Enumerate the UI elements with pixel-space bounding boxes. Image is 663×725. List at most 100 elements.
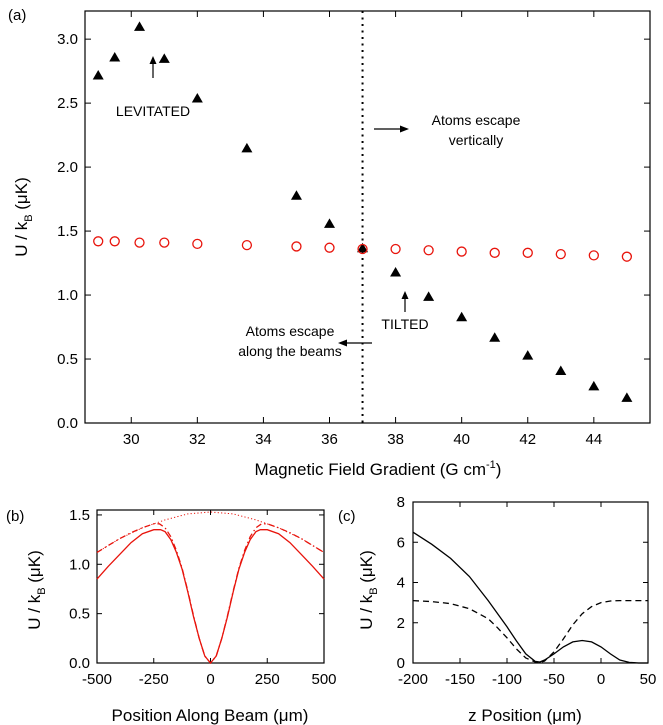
x-tick-label: 42 — [519, 431, 536, 448]
data-point-circle — [109, 236, 120, 247]
data-point-circle — [522, 247, 533, 258]
data-point-triangle — [158, 53, 170, 63]
x-tick-label: 0 — [597, 671, 605, 688]
data-point-triangle — [290, 190, 302, 200]
series-line-dashed — [412, 599, 648, 664]
series-line-solid — [96, 529, 325, 665]
x-tick-label: 40 — [453, 431, 470, 448]
data-point-triangle — [456, 311, 468, 322]
y-tick-label: 2.5 — [57, 95, 78, 112]
x-tick-label: 250 — [255, 671, 280, 688]
panel-c-xlabel: z Position (μm) — [468, 706, 582, 725]
data-point-circle — [555, 248, 566, 260]
annotation-escape-beams-2: along the beams — [238, 343, 342, 359]
y-tick-label: 2.0 — [57, 159, 78, 176]
data-point-triangle — [134, 21, 146, 31]
data-point-circle — [390, 243, 401, 255]
panel-label-a: (a) — [8, 7, 26, 24]
panel-label-c: (c) — [338, 508, 356, 525]
data-point-triangle — [522, 350, 534, 360]
y-tick-label: 1.0 — [69, 556, 90, 573]
panel-c-ylabel: U / kB (μK) — [357, 550, 380, 629]
data-point-circle — [241, 239, 253, 251]
x-tick-label: 30 — [123, 431, 140, 448]
arrow-right-escape — [374, 125, 409, 133]
x-tick-label: -100 — [492, 671, 522, 688]
x-tick-label: -200 — [398, 671, 428, 688]
series-line-dash-dot — [96, 523, 325, 665]
data-point-circle — [489, 247, 500, 258]
x-tick-label: -500 — [82, 671, 112, 688]
annotation-levitated: LEVITATED — [116, 103, 190, 119]
data-point-triangle — [489, 332, 501, 342]
data-point-circle — [291, 241, 302, 252]
panel-c-frame — [412, 501, 649, 664]
x-tick-label: -50 — [543, 671, 565, 688]
x-tick-label: -150 — [445, 671, 475, 688]
x-tick-label: 44 — [585, 431, 602, 448]
y-tick-label: 1.5 — [57, 223, 78, 240]
y-tick-label: 6 — [397, 534, 405, 551]
data-point-triangle — [92, 69, 104, 80]
panel-c-ticks: -200 -150 -100 -50 0 50 0 2 4 6 8 — [397, 494, 657, 688]
data-point-triangle — [357, 242, 369, 253]
data-point-triangle — [241, 142, 253, 153]
y-tick-label: 0.0 — [57, 415, 78, 432]
data-point-triangle — [621, 392, 633, 402]
panel-b-series — [96, 511, 325, 665]
data-point-triangle — [390, 267, 402, 277]
y-tick-label: 0 — [397, 655, 405, 672]
data-point-circle — [621, 251, 633, 262]
panel-c-series — [412, 531, 648, 664]
panel-a-frame — [84, 10, 651, 424]
arrow-left-escape — [338, 339, 372, 347]
data-point-triangle — [588, 380, 600, 391]
panel-a-xlabel: Magnetic Field Gradient (G cm-1) — [255, 459, 502, 479]
data-point-circle — [423, 245, 434, 256]
panel-b-xlabel: Position Along Beam (μm) — [112, 706, 309, 725]
x-tick-label: 50 — [640, 671, 657, 688]
y-tick-label: 1.0 — [57, 287, 78, 304]
panel-label-b: (b) — [6, 508, 24, 525]
panel-b-ylabel: U / kB (μK) — [25, 550, 48, 629]
data-point-triangle — [555, 365, 567, 376]
data-point-circle — [134, 237, 145, 248]
panel-a-series — [92, 21, 633, 402]
data-point-triangle — [109, 52, 121, 62]
series-line-solid — [412, 531, 648, 664]
data-point-circle — [456, 246, 467, 257]
data-point-circle — [159, 237, 170, 248]
x-tick-label: 38 — [387, 431, 404, 448]
arrow-up-tilted — [401, 291, 409, 312]
panel-a-ticks: 30 32 34 36 38 40 42 44 0.0 0.5 1.0 1.5 2.0 2.5 3.0 — [57, 11, 650, 448]
y-tick-label: 4 — [397, 575, 405, 592]
y-tick-label: 0.5 — [69, 606, 90, 623]
panel-a-ylabel: U / kB (μK) — [12, 177, 35, 256]
annotation-escape-vertical-2: vertically — [449, 132, 503, 148]
panel-b-ticks: -500 -250 0 250 500 0.0 0.5 1.0 1.5 — [69, 507, 336, 688]
x-tick-label: -250 — [139, 671, 169, 688]
data-point-triangle — [324, 218, 336, 228]
arrow-up-levitated — [149, 56, 157, 78]
data-point-triangle — [191, 93, 203, 103]
annotation-tilted: TILTED — [381, 316, 428, 332]
data-point-circle — [93, 236, 104, 247]
y-tick-label: 1.5 — [69, 507, 90, 524]
data-point-circle — [588, 250, 599, 261]
data-point-circle — [192, 238, 203, 250]
x-tick-label: 32 — [189, 431, 206, 448]
data-point-circle — [357, 243, 368, 255]
y-tick-label: 0.0 — [69, 655, 90, 672]
x-tick-label: 500 — [311, 671, 336, 688]
data-point-circle — [324, 242, 335, 253]
series-line-dotted — [96, 511, 325, 553]
y-tick-label: 0.5 — [57, 351, 78, 368]
y-tick-label: 2 — [397, 615, 405, 632]
y-tick-label: 3.0 — [57, 31, 78, 48]
annotation-escape-beams-1: Atoms escape — [246, 323, 335, 339]
x-tick-label: 36 — [321, 431, 338, 448]
x-tick-label: 0 — [206, 671, 214, 688]
y-tick-label: 8 — [397, 494, 405, 511]
annotation-escape-vertical-1: Atoms escape — [432, 112, 521, 128]
